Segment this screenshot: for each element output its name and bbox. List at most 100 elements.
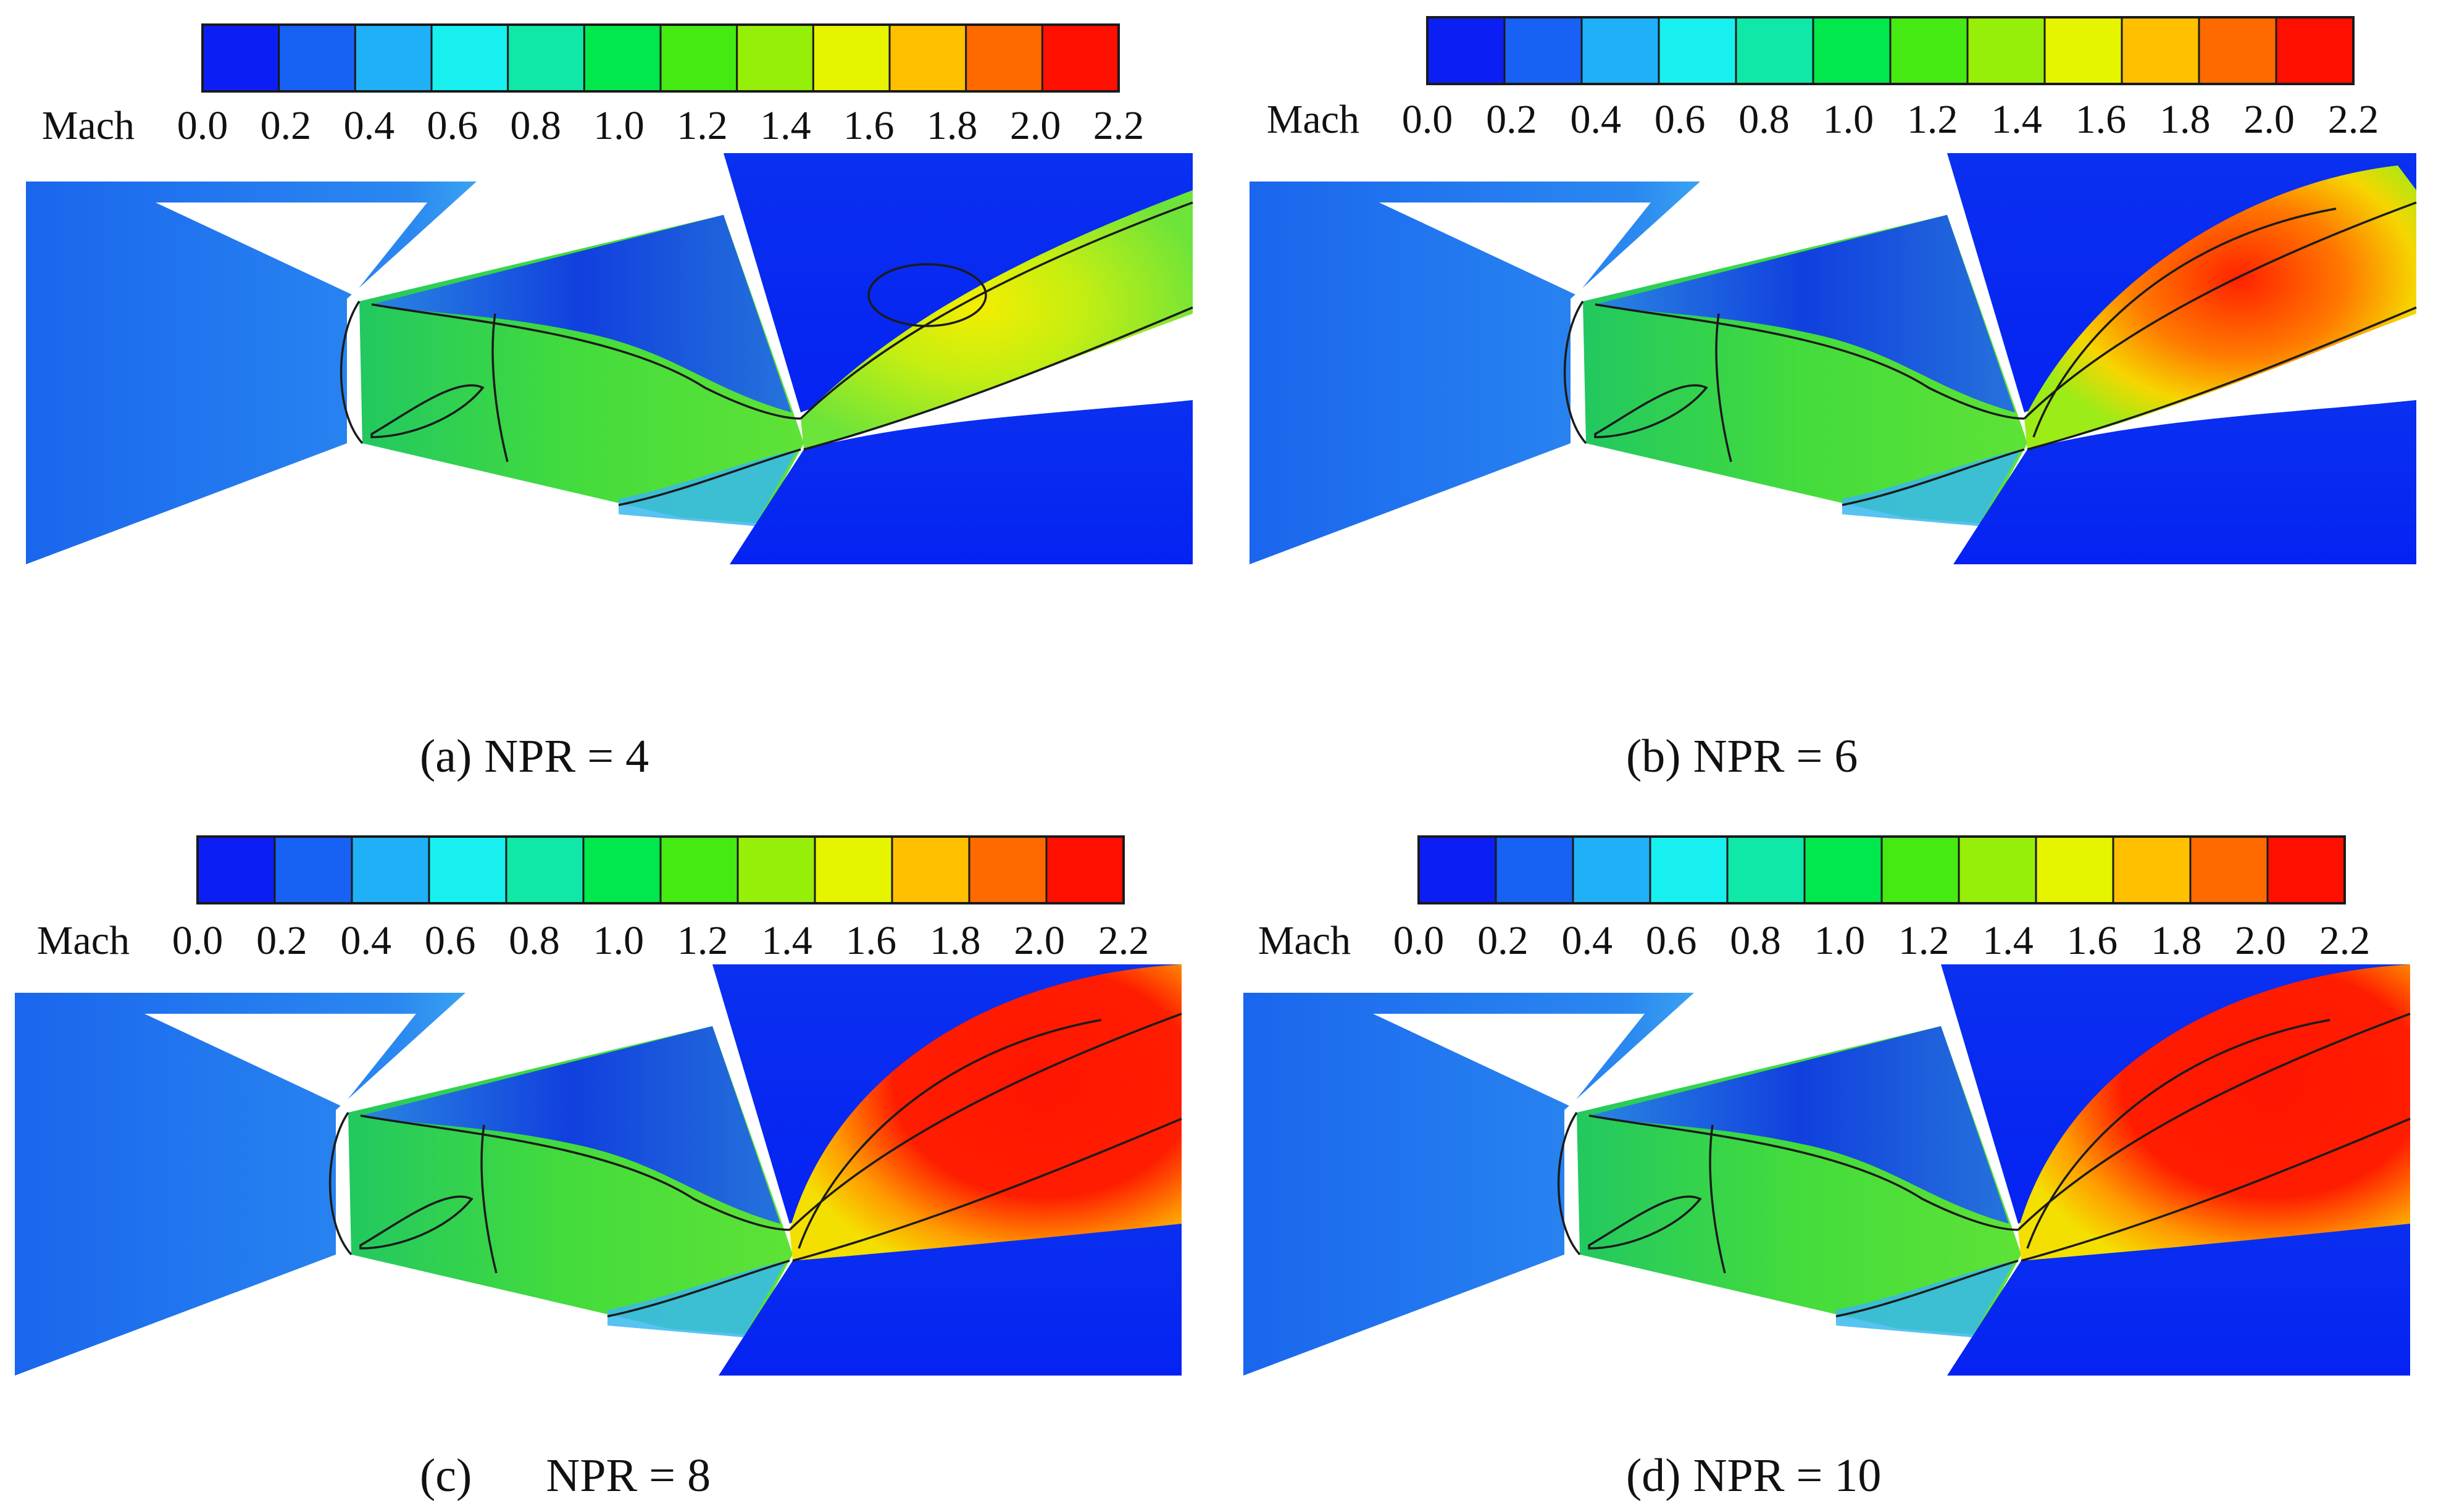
wall-boundary-layer [619, 449, 798, 526]
mach-contour-line [340, 301, 364, 445]
colorbar-segment [275, 837, 353, 903]
mach-contour-line [867, 263, 987, 327]
colorbar-tick-label: 0.2 [1486, 97, 1537, 142]
panel-caption: (a) NPR = 4 [420, 730, 649, 782]
panel-b: Mach 0.0 0.2 0.4 0.6 0.8 1.0 1.2 1.4 1.6 1.8 2.0 2.2… [1250, 16, 2417, 782]
colorbar-tick-label: 2.0 [2243, 97, 2295, 142]
colorbar-segment [1882, 837, 1959, 903]
cavity-recirculation [1595, 215, 2015, 412]
colorbar-tick-label: 1.4 [760, 103, 811, 148]
mach-contour-field [1243, 964, 2411, 1376]
colorbar-segment [278, 25, 356, 91]
colorbar-tick-label: 2.2 [2328, 97, 2379, 142]
mach-contour-line [328, 1112, 353, 1256]
secondary-passage [144, 1014, 416, 1106]
mach-contour-line [1595, 303, 2025, 420]
secondary-passage [156, 203, 427, 295]
colorbar-segment [1727, 837, 1805, 903]
colorbar-segment [507, 25, 585, 91]
mach-contour-line [799, 201, 1193, 420]
jet-plume [801, 190, 1193, 449]
colorbar-tick-label: 2.0 [2235, 918, 2286, 963]
mach-contour-line [360, 1114, 790, 1231]
colorbar-tick-label: 1.6 [846, 918, 897, 963]
mach-contour-line [480, 1124, 498, 1274]
colorbar-tick-label: 1.0 [1823, 97, 1874, 142]
colorbar-segment [2190, 837, 2268, 903]
colorbar-tick-label: 1.4 [1991, 97, 2042, 142]
colorbar-segment [2122, 17, 2200, 84]
colorbar-segment [1959, 837, 2037, 903]
colorbar-tick-label: 0.4 [1570, 97, 1621, 142]
colorbar-segment [2045, 17, 2122, 84]
colorbar-tick-label: 0.0 [172, 918, 223, 963]
colorbar-segment [1046, 837, 1124, 903]
mach-contour-line [359, 1195, 474, 1250]
panel-a: Mach 0.0 0.2 0.4 0.6 0.8 1.0 1.2 1.4 1.6 1.8 2.0 2.2… [26, 23, 1193, 782]
ambient-upper [724, 153, 1193, 412]
colorbar-segment [1650, 837, 1728, 903]
colorbar-segment [1042, 25, 1119, 91]
mach-contour-line [2021, 1117, 2411, 1262]
colorbar: Mach 0.0 0.2 0.4 0.6 0.8 1.0 1.2 1.4 1.6 1.8 2.0 2.2 [37, 835, 1150, 963]
panel-caption-value: NPR = 8 [546, 1450, 711, 1502]
mach-contour-line [2027, 306, 2417, 451]
panel-c: Mach 0.0 0.2 0.4 0.6 0.8 1.0 1.2 1.4 1.6 1.8 2.0 2.2… [15, 835, 1182, 1502]
colorbar-segment [198, 837, 275, 903]
colorbar-tick-label: 0.4 [344, 103, 395, 148]
colorbar-tick-label: 0.2 [261, 103, 312, 148]
colorbar-segment [432, 25, 509, 91]
colorbar-segment [1427, 17, 1505, 84]
colorbar-segment [2113, 837, 2191, 903]
mach-contour-line [1715, 313, 1732, 462]
colorbar-frame [1417, 835, 2346, 904]
mach-contour-line [1842, 448, 2025, 506]
colorbar-tick-label: 1.2 [677, 103, 728, 148]
mach-contour-line [1588, 1114, 2019, 1231]
colorbar-tick-label: 1.0 [1814, 918, 1866, 963]
colorbar-variable-label: Mach [42, 103, 135, 148]
panel-caption: (b) NPR = 6 [1626, 730, 1858, 782]
wall-boundary-layer [1842, 449, 2021, 526]
cavity-recirculation [372, 215, 791, 412]
colorbar-tick-label: 1.8 [927, 103, 978, 148]
colorbar-tick-label: 2.0 [1010, 103, 1061, 148]
colorbar-tick-label: 1.6 [2076, 97, 2127, 142]
mach-contour-line [1557, 1112, 1581, 1256]
panel-caption: (c) NPR = 8 [420, 1450, 711, 1502]
colorbar-frame [1426, 16, 2355, 85]
colorbar-segment [661, 837, 738, 903]
colorbar-tick-label: 0.6 [427, 103, 478, 148]
mach-contour-field [26, 153, 1193, 564]
colorbar-segment [1805, 837, 1882, 903]
colorbar-segment [583, 837, 661, 903]
colorbar-tick-label: 0.6 [1646, 918, 1697, 963]
colorbar-segment [815, 837, 893, 903]
colorbar-segment [813, 25, 890, 91]
colorbar-tick-label: 2.2 [1098, 918, 1150, 963]
secondary-passage [1379, 203, 1651, 295]
mach-contour-line [1563, 301, 1587, 445]
colorbar-segment [2036, 837, 2114, 903]
panel-caption-value: NPR = 10 [1693, 1450, 1882, 1502]
colorbar-tick-label: 0.4 [340, 918, 391, 963]
colorbar-tick-label: 1.4 [761, 918, 812, 963]
wall-boundary-layer [607, 1261, 787, 1337]
colorbar-segment [738, 837, 816, 903]
colorbar-segment [352, 837, 430, 903]
colorbar-tick-label: 0.0 [177, 103, 228, 148]
colorbar-tick-label: 0.8 [1730, 918, 1781, 963]
colorbar-tick-label: 0.8 [510, 103, 561, 148]
colorbar-segment [1736, 17, 1814, 84]
colorbar-tick-label: 1.8 [2151, 918, 2202, 963]
panel-caption-value: NPR = 6 [1693, 730, 1858, 782]
colorbar-segment [1967, 17, 2045, 84]
mach-contour-line [2032, 207, 2337, 438]
colorbar-tick-label: 0.4 [1561, 918, 1613, 963]
colorbar-segment [1659, 17, 1737, 84]
colorbar: Mach 0.0 0.2 0.4 0.6 0.8 1.0 1.2 1.4 1.6 1.8 2.0 2.2 [1267, 16, 2379, 142]
colorbar-segment [584, 25, 661, 91]
mach-contour-field [1250, 153, 2417, 564]
colorbar-segment [1504, 17, 1582, 84]
colorbar-tick-label: 1.8 [930, 918, 981, 963]
